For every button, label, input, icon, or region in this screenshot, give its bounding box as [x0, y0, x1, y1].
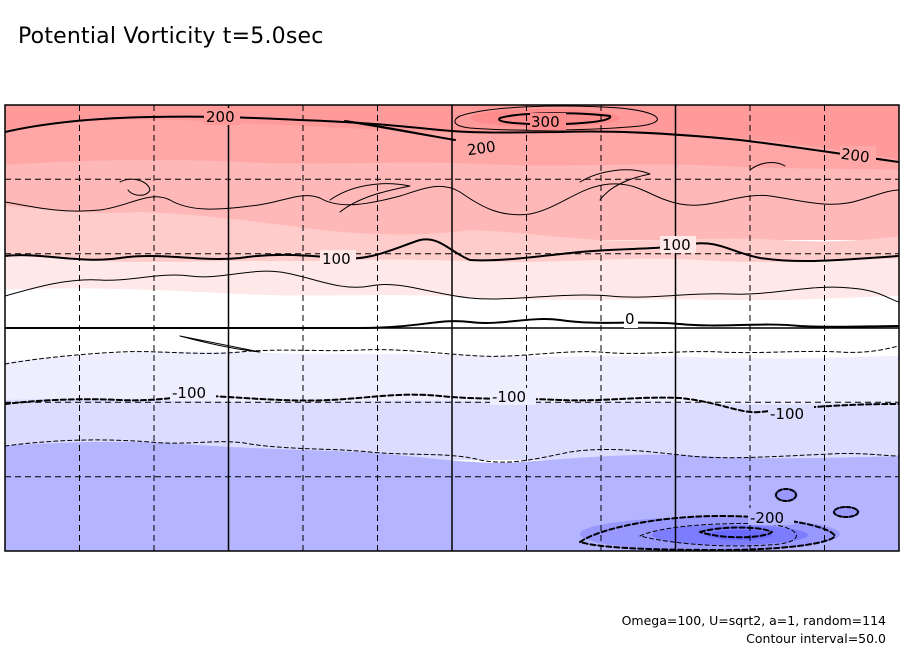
contour-label: -100	[492, 388, 526, 406]
vortex-blob-1	[774, 488, 798, 502]
contour-label: -200	[750, 509, 784, 527]
vortex-blob-2	[832, 506, 860, 518]
contour-150-swirl-4	[749, 162, 786, 171]
plot-frame	[4, 104, 900, 552]
contour-neg-150	[5, 439, 899, 463]
contour-250	[454, 105, 658, 131]
contour-vortex-2	[833, 506, 859, 518]
contour-100	[5, 238, 899, 263]
contour-label: -100	[770, 405, 804, 423]
contour-label: 200	[206, 108, 235, 126]
contour-neg-300	[699, 526, 773, 539]
contour-label: 0	[625, 310, 635, 328]
contour-vortex-1	[775, 488, 797, 502]
contour-150	[5, 183, 899, 216]
contour-label: 100	[662, 236, 691, 254]
contour-150-swirl-3	[579, 169, 651, 201]
contour-label: 300	[531, 113, 560, 131]
contour-200	[5, 115, 899, 163]
contour-neg-250	[639, 523, 797, 547]
contour-neg-200	[579, 515, 836, 551]
chart-title: Potential Vorticity t=5.0sec	[18, 24, 324, 49]
contour-label: 200	[466, 137, 497, 159]
params-note: Omega=100, U=sqrt2, a=1, random=114	[621, 613, 886, 628]
contour-neg-100	[5, 393, 899, 414]
contour-150-swirl-2	[329, 183, 411, 213]
contour-label: 100	[322, 250, 351, 268]
contour-50	[5, 270, 899, 303]
contour-neg-50	[5, 345, 899, 365]
contour-label: -100	[172, 384, 206, 402]
contour-interval-note: Contour interval=50.0	[746, 631, 886, 646]
contour-0-filament	[179, 335, 261, 353]
contour-label: 200	[840, 145, 871, 167]
